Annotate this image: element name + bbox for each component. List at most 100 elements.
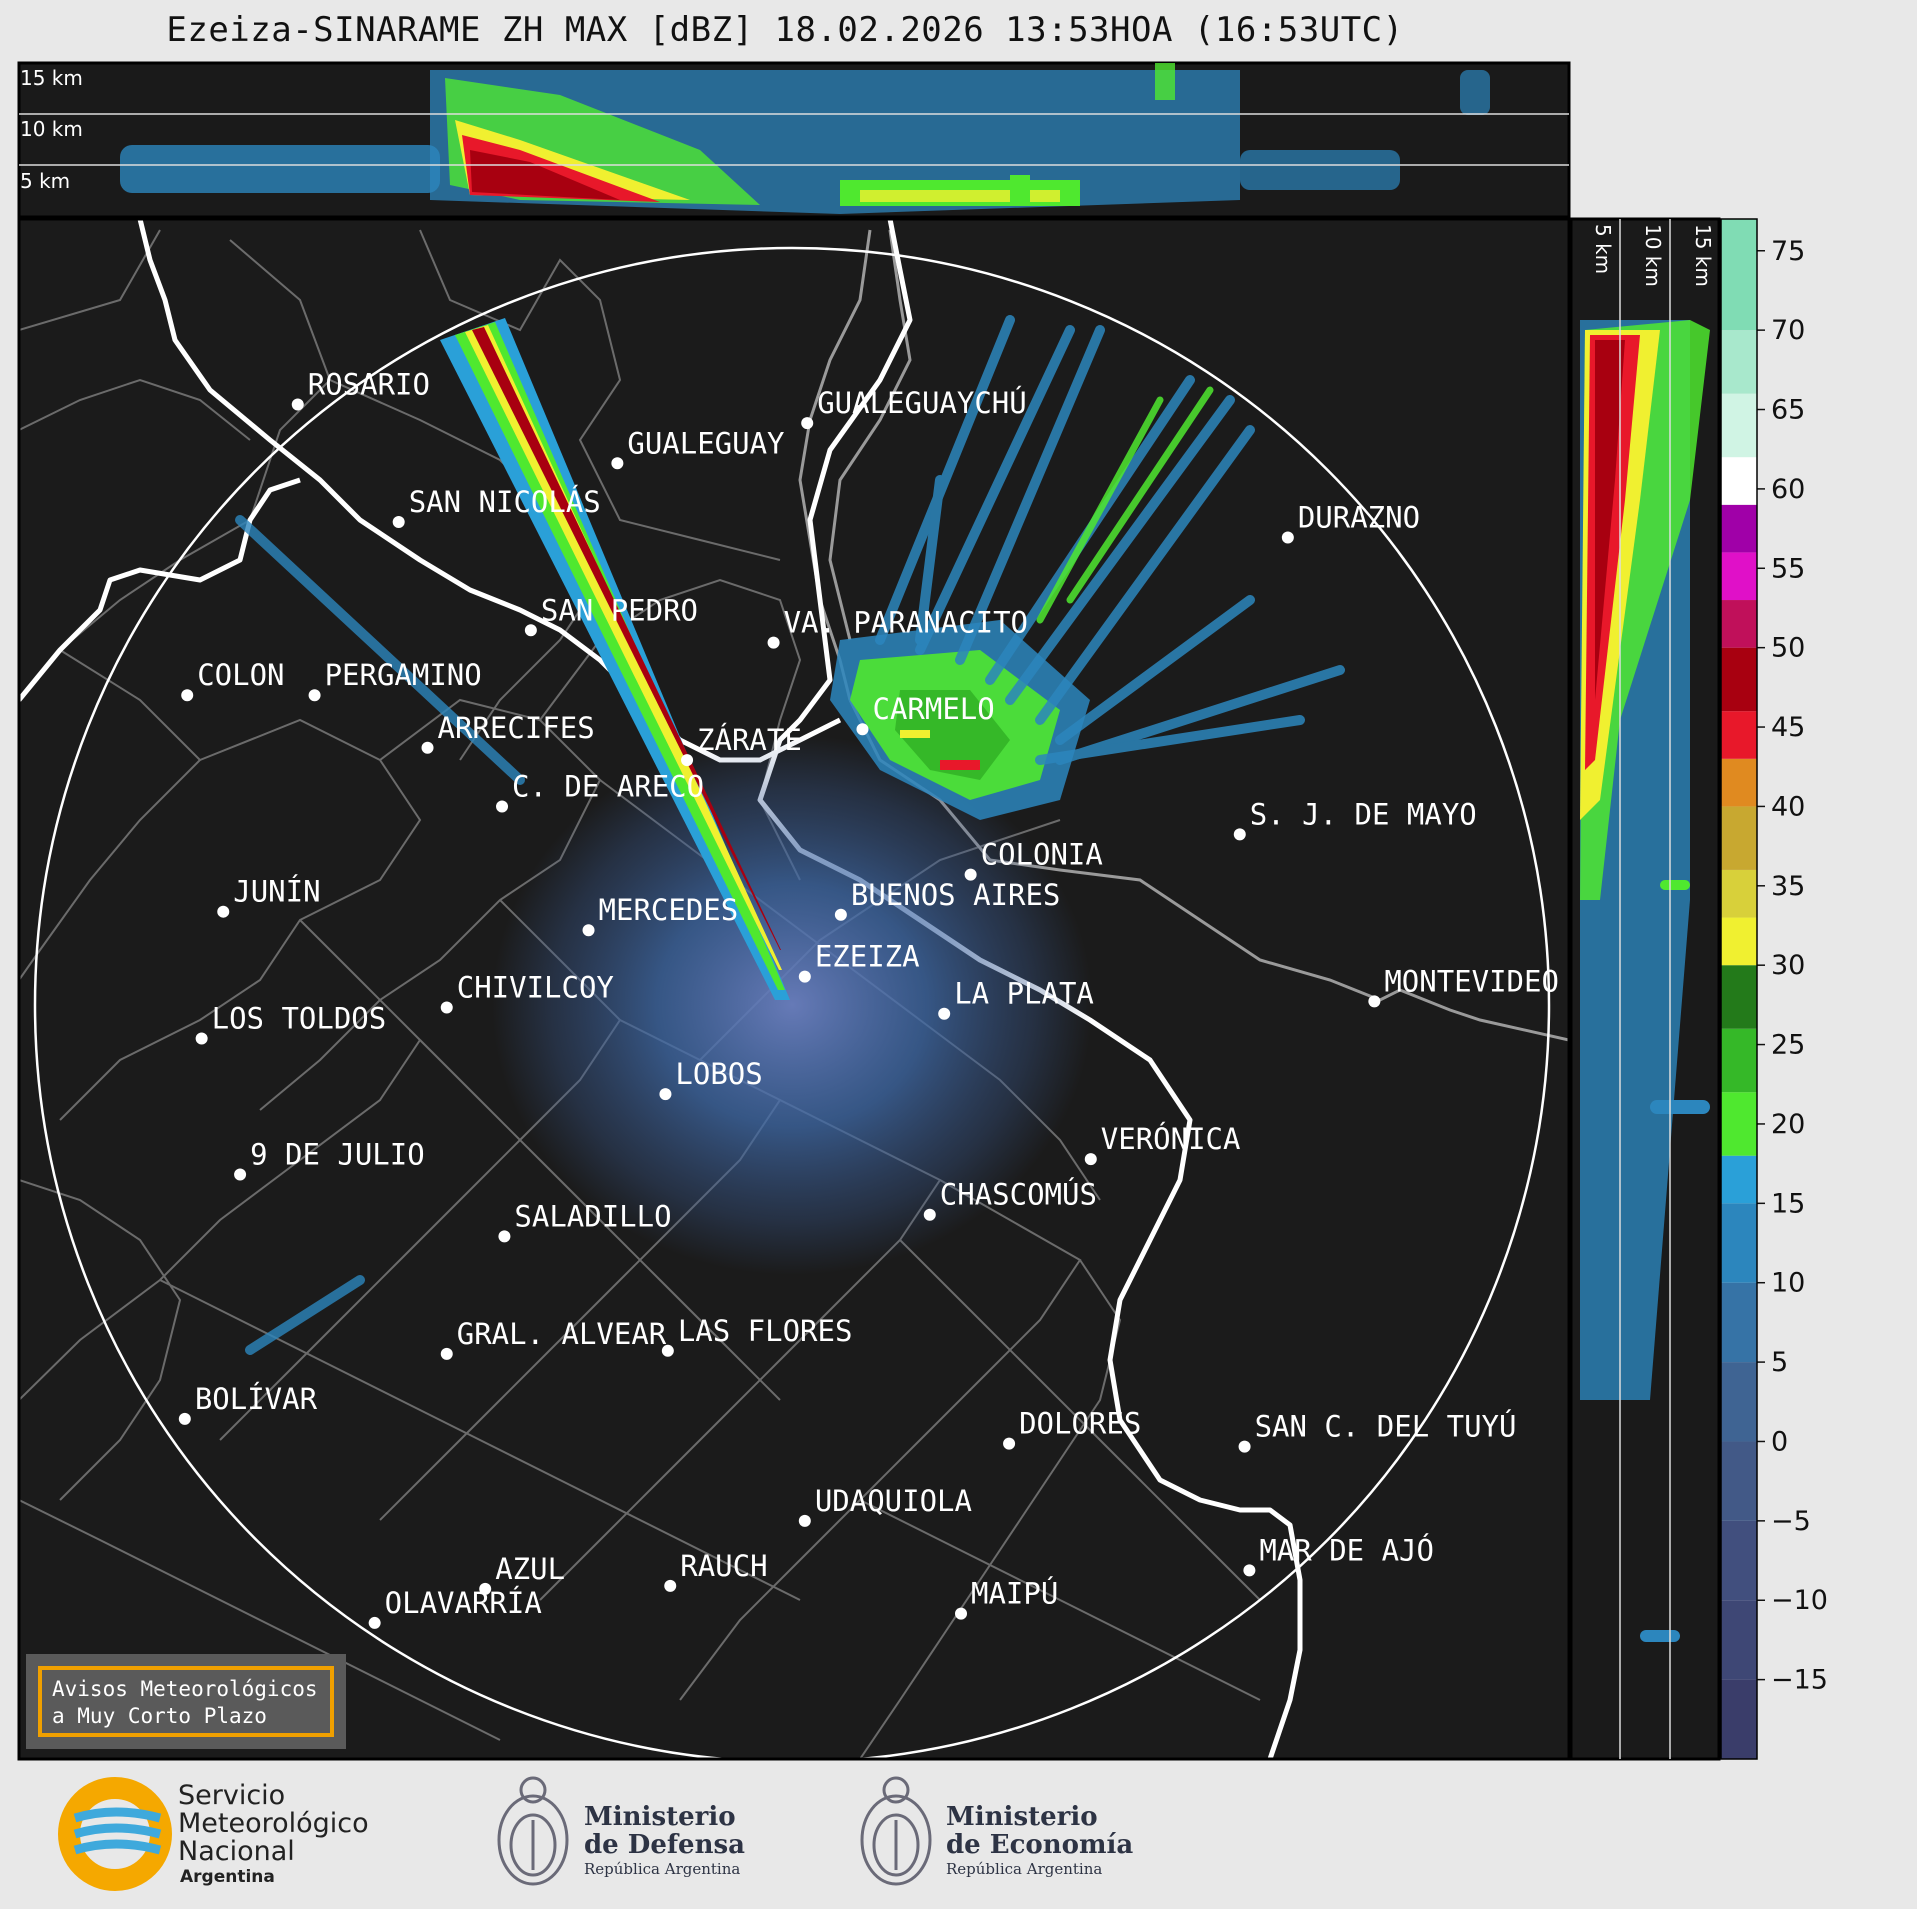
city-marker [923, 1208, 936, 1221]
city-marker [798, 1514, 811, 1527]
city-label: DURAZNO [1298, 501, 1420, 535]
southwest-echo-line [235, 515, 525, 1355]
smn-line-2: Meteorológico [178, 1808, 369, 1839]
colorbar-segment [1721, 1520, 1757, 1601]
radar-map-panel: ROSARIO GUALEGUAYCHÚ GUALEGUAY SAN NICOLÁS D… [17, 217, 1571, 1761]
city-label: SAN C. DEL TUYÚ [1255, 1410, 1517, 1444]
city-9-de-julio: 9 DE JULIO [234, 1138, 425, 1181]
city-label: ARRECIFES [438, 711, 595, 745]
city-colon: COLON [181, 658, 285, 702]
northwest-echo-beam [440, 318, 790, 1000]
economia-coat-of-arms-icon [860, 1776, 932, 1886]
notice-line-1: Avisos Meteorológicos [52, 1677, 318, 1701]
ministerio-defensa-wordmark: Ministerio de Defensa República Argentin… [584, 1803, 745, 1879]
city-label: MAIPÚ [971, 1577, 1058, 1611]
city-azul: AZUL [479, 1552, 565, 1595]
city-label: CHASCOMÚS [940, 1178, 1097, 1212]
city-los-toldos: LOS TOLDOS [195, 1001, 387, 1045]
defensa-line-1: Ministerio [584, 1802, 736, 1832]
city-label: C. DE ARECO [512, 770, 704, 804]
defensa-line-3: República Argentina [584, 1860, 741, 1878]
colorbar-tick-label: 45 [1771, 712, 1805, 743]
colorbar-segment [1721, 1092, 1757, 1156]
city-dolores: DOLORES [1003, 1407, 1141, 1450]
city-marker [1243, 1564, 1256, 1577]
city-saladillo: SALADILLO [498, 1199, 672, 1243]
city-label: LOS TOLDOS [212, 1001, 387, 1035]
economia-line-2: de Economía [946, 1830, 1134, 1860]
city-label: COLON [197, 658, 284, 692]
city-layer: ROSARIO GUALEGUAYCHÚ GUALEGUAY SAN NICOLÁS D… [178, 368, 1559, 1629]
colorbar-segment [1721, 917, 1757, 966]
city-ezeiza: EZEIZA [798, 940, 920, 983]
city-gualeguaychu: GUALEGUAYCHÚ [801, 386, 1027, 430]
city-marker [767, 636, 780, 649]
city-s-j-de-mayo: S. J. DE MAYO [1233, 797, 1477, 841]
city-marker [308, 689, 321, 702]
colorbar-segment [1721, 1600, 1757, 1680]
city-las-flores: LAS FLORES [661, 1314, 852, 1357]
city-san-nicolas: SAN NICOLÁS [392, 485, 601, 529]
city-bolivar: BOLÍVAR [178, 1382, 318, 1425]
colorbar-tick-label: 70 [1771, 315, 1805, 346]
colorbar-tick-label: 15 [1771, 1188, 1805, 1219]
colorbar-segment [1721, 219, 1757, 331]
city-label: SAN NICOLÁS [409, 485, 601, 519]
carmelo-storm-cell [830, 620, 1090, 820]
city-maipu: MAIPÚ [955, 1577, 1058, 1620]
city-carmelo: CARMELO [856, 692, 995, 736]
city-marker [496, 800, 509, 813]
city-marker [964, 868, 977, 881]
city-label: AZUL [495, 1552, 565, 1586]
city-montevideo: MONTEVIDEO [1368, 964, 1559, 1008]
side-altitude-label-10: 10 km [1641, 224, 1665, 287]
colorbar-segment [1721, 1203, 1757, 1283]
city-rauch: RAUCH [664, 1549, 768, 1592]
city-label: MERCEDES [599, 893, 739, 927]
city-label: GUALEGUAYCHÚ [817, 386, 1027, 420]
very-short-term-warnings-notice[interactable]: Avisos Meteorológicos a Muy Corto Plazo [26, 1654, 346, 1749]
city-label: SAN PEDRO [541, 593, 698, 627]
smn-line-1: Servicio [178, 1780, 286, 1811]
city-label: BUENOS AIRES [851, 878, 1061, 912]
side-altitude-label-15: 15 km [1691, 224, 1715, 287]
colorbar-tick-label: −10 [1771, 1585, 1828, 1616]
city-gral-alvear: GRAL. ALVEAR [440, 1317, 667, 1360]
city-junin: JUNÍN [217, 875, 321, 918]
city-marker [1084, 1153, 1097, 1166]
city-marker [1238, 1440, 1251, 1453]
city-label: PERGAMINO [325, 658, 482, 692]
city-label: JUNÍN [233, 875, 320, 909]
colorbar-tick-label: 10 [1771, 1268, 1805, 1299]
smn-line-4: Argentina [180, 1867, 275, 1887]
colorbar-segment [1721, 1362, 1757, 1442]
colorbar-segment [1721, 330, 1757, 394]
city-label: RAUCH [680, 1549, 767, 1583]
city-la-plata: LA PLATA [938, 977, 1094, 1020]
defensa-coat-of-arms-icon [497, 1776, 569, 1886]
city-c-de-areco: C. DE ARECO [496, 770, 704, 813]
city-marker [955, 1607, 968, 1620]
city-label: 9 DE JULIO [250, 1138, 425, 1172]
colorbar-segment [1721, 711, 1757, 759]
city-label: GUALEGUAY [627, 426, 784, 460]
city-olavarria: OLAVARRÍA [368, 1586, 542, 1629]
colorbar-segment [1721, 869, 1757, 918]
colorbar-tick-label: 40 [1771, 791, 1805, 822]
colorbar-tick-label: 0 [1771, 1426, 1788, 1457]
city-va-paranacito: VA. PARANACITO [767, 606, 1028, 649]
city-gualeguay: GUALEGUAY [611, 426, 785, 470]
colorbar-segment [1721, 806, 1757, 870]
city-label: CHIVILCOY [457, 971, 614, 1005]
colorbar-segment [1721, 504, 1757, 553]
city-rosario: ROSARIO [291, 368, 430, 411]
city-zarate: ZÁRATE [681, 723, 802, 767]
colorbar-tick-label: 65 [1771, 395, 1805, 426]
city-label: MONTEVIDEO [1384, 964, 1559, 998]
city-marker [664, 1579, 677, 1592]
city-marker [834, 908, 847, 921]
notice-line-2: a Muy Corto Plazo [52, 1704, 267, 1728]
city-label: OLAVARRÍA [385, 1586, 542, 1620]
city-label: VA. PARANACITO [784, 606, 1028, 640]
